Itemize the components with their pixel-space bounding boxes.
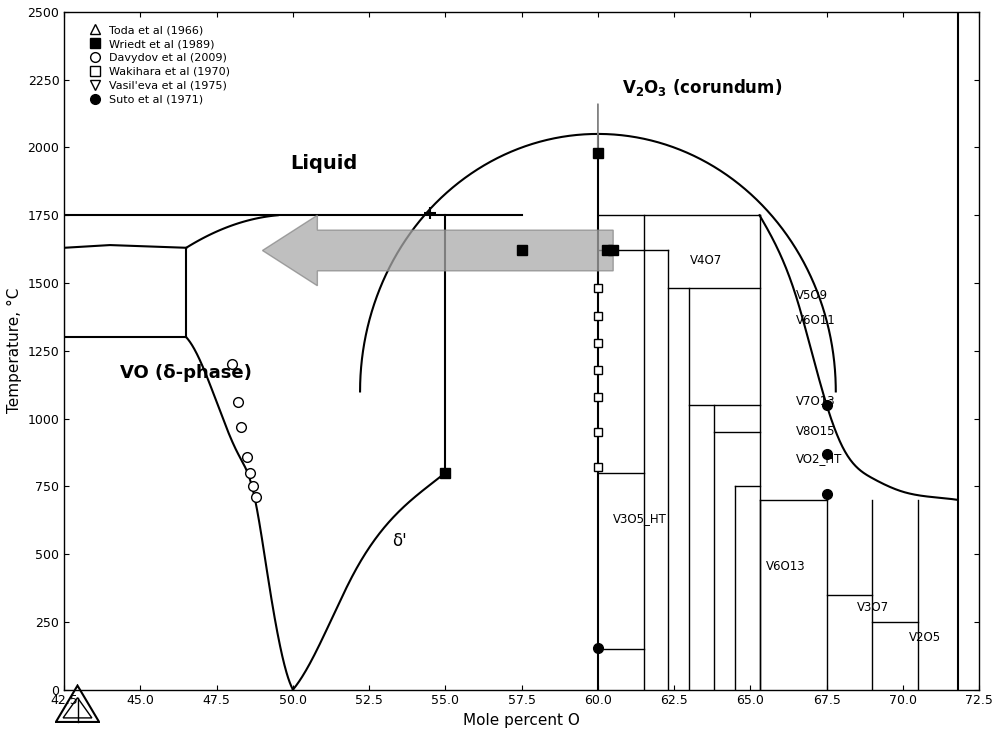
- Text: V6O13: V6O13: [766, 560, 805, 573]
- Text: V3O5_HT: V3O5_HT: [613, 512, 667, 525]
- Text: $\mathbf{V_2O_3}$ (corundum): $\mathbf{V_2O_3}$ (corundum): [622, 77, 783, 98]
- Legend: Toda et al (1966), Wriedt et al (1989), Davydov et al (2009), Wakihara et al (19: Toda et al (1966), Wriedt et al (1989), …: [79, 21, 234, 110]
- Text: Liquid: Liquid: [290, 154, 357, 173]
- Y-axis label: Temperature, °C: Temperature, °C: [7, 288, 22, 414]
- Text: δ': δ': [392, 532, 407, 550]
- Text: V4O7: V4O7: [689, 254, 722, 267]
- Text: V7O13: V7O13: [796, 395, 836, 408]
- Text: VO2_HT: VO2_HT: [796, 452, 843, 465]
- Text: V6O11: V6O11: [796, 314, 836, 326]
- Text: V2O5: V2O5: [909, 631, 941, 644]
- FancyArrow shape: [262, 215, 613, 286]
- Text: V5O9: V5O9: [796, 290, 828, 302]
- X-axis label: Mole percent O: Mole percent O: [463, 713, 580, 728]
- Text: VO (δ-phase): VO (δ-phase): [120, 364, 252, 382]
- Text: V8O15: V8O15: [796, 425, 836, 438]
- Text: V3O7: V3O7: [857, 601, 889, 614]
